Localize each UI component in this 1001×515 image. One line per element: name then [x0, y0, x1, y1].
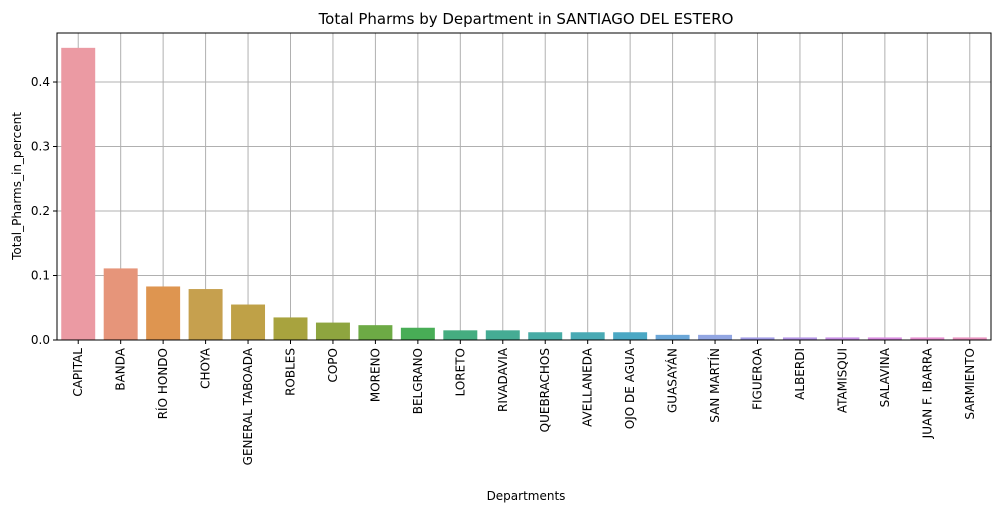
bar [952, 337, 987, 340]
y-axis-label: Total_Pharms_in_percent [10, 112, 24, 261]
bar [103, 268, 138, 340]
bar [146, 286, 181, 340]
bar [358, 325, 393, 340]
bar [315, 322, 350, 340]
x-tick-label: QUEBRACHOS [538, 348, 552, 432]
x-axis-label: Departments [487, 489, 566, 503]
x-tick-label: MORENO [368, 348, 382, 402]
x-tick-label: SALAVINA [878, 347, 892, 407]
x-tick-label: COPO [326, 348, 340, 383]
x-tick-label: ATAMISQUI [835, 348, 849, 413]
x-tick-label: BANDA [114, 347, 128, 390]
y-axis-ticks: 0.0 0.1 0.2 0.3 0.4 [31, 75, 57, 347]
chart-title: Total Pharms by Department in SANTIAGO D… [318, 10, 734, 28]
bar [443, 330, 478, 340]
x-tick-label: RIVADAVIA [496, 347, 510, 412]
bar [400, 327, 435, 340]
x-tick-label: ALBERDI [793, 348, 807, 400]
bar [910, 337, 945, 340]
bar [698, 334, 733, 340]
bar [485, 330, 520, 340]
x-tick-label: AVELLANEDA [581, 347, 595, 427]
bar [613, 332, 648, 340]
x-tick-label: GENERAL TABOADA [241, 347, 255, 465]
x-tick-label: JUAN F. IBARRA [920, 347, 934, 439]
bar [231, 304, 266, 340]
x-tick-label: CHOYA [199, 347, 213, 389]
x-tick-label: SAN MARTÍN [707, 348, 722, 423]
y-tick-label: 0.3 [31, 140, 50, 154]
bar [273, 317, 308, 340]
x-tick-label: OJO DE AGUA [623, 347, 637, 429]
x-tick-label: SARMIENTO [963, 348, 977, 420]
x-tick-label: CAPITAL [71, 348, 85, 397]
bar [61, 47, 96, 340]
y-tick-label: 0.1 [31, 269, 50, 283]
bar [188, 289, 223, 340]
x-tick-label: GUASAYÁN [665, 348, 680, 413]
y-tick-label: 0.2 [31, 204, 50, 218]
x-tick-label: LORETO [453, 348, 467, 396]
bars [61, 47, 987, 340]
axes [56, 32, 992, 341]
bar [825, 337, 860, 340]
x-tick-label: RÍO HONDO [155, 348, 170, 419]
bar [740, 337, 775, 340]
y-tick-label: 0.0 [31, 333, 50, 347]
y-tick-label: 0.4 [31, 75, 50, 89]
x-tick-label: BELGRANO [411, 348, 425, 414]
bar [528, 332, 563, 340]
x-tick-label: FIGUEROA [751, 347, 765, 410]
bar [570, 332, 605, 340]
x-axis-ticks: CAPITAL BANDA RÍO HONDO CHOYA GENERAL TABOAD… [71, 340, 977, 465]
bar [782, 337, 817, 340]
bar [867, 337, 902, 340]
bar [655, 334, 690, 340]
plot-frame [56, 32, 992, 341]
x-tick-label: ROBLES [284, 348, 298, 396]
